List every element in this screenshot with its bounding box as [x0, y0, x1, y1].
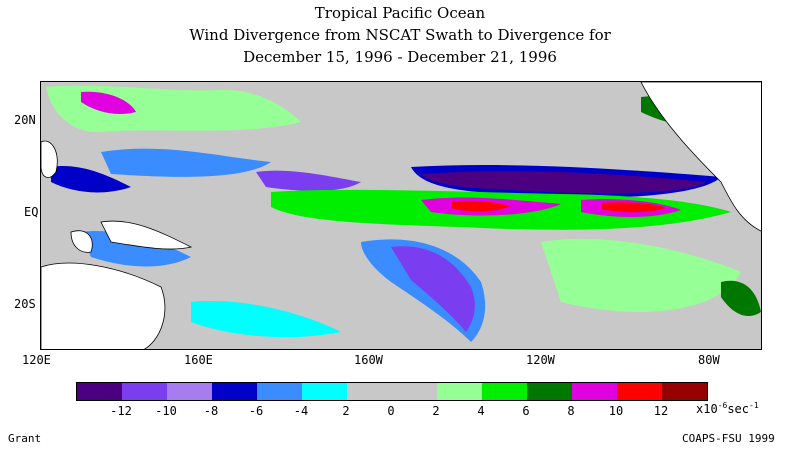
color-swatch [212, 383, 257, 400]
color-scale-tick-label: -10 [155, 404, 177, 418]
color-scale-tick-label: 0 [387, 404, 395, 418]
color-scale-tick-label: -6 [248, 404, 264, 418]
color-swatch [167, 383, 212, 400]
color-swatch [257, 383, 302, 400]
color-scale-tick-label: 2 [342, 404, 350, 418]
color-scale-unit: x10-6sec-1 [696, 401, 759, 416]
lon-label-80w: 80W [698, 353, 720, 367]
lon-label-160e: 160E [184, 353, 213, 367]
color-swatch [662, 383, 707, 400]
color-scale-tick-label: 12 [653, 404, 669, 418]
color-swatch [617, 383, 662, 400]
field-patches [46, 85, 761, 342]
lat-label-20s: 20S [14, 297, 36, 311]
title-line-1: Tropical Pacific Ocean [314, 4, 486, 22]
map-canvas [41, 82, 761, 349]
color-swatch [482, 383, 527, 400]
color-scale-tick-label: 6 [522, 404, 530, 418]
divergence-map [40, 81, 762, 350]
color-swatch [77, 383, 122, 400]
color-scale-tick-label: -4 [293, 404, 309, 418]
color-swatch [392, 383, 437, 400]
color-scale-tick-label: 10 [608, 404, 624, 418]
color-swatch [572, 383, 617, 400]
credit-author: Grant [8, 432, 42, 445]
color-swatch [347, 383, 392, 400]
lon-label-120e: 120E [22, 353, 51, 367]
color-scale-bar [76, 382, 708, 401]
title-line-3: December 15, 1996 - December 21, 1996 [243, 48, 557, 66]
color-scale-tick-label: 2 [432, 404, 440, 418]
title-line-2: Wind Divergence from NSCAT Swath to Dive… [189, 26, 611, 44]
lon-label-160w: 160W [354, 353, 383, 367]
color-scale-tick-label: 8 [567, 404, 575, 418]
credit-org: COAPS-FSU 1999 [682, 432, 775, 445]
color-swatch [527, 383, 572, 400]
lat-label-eq: EQ [24, 205, 39, 219]
color-swatch [122, 383, 167, 400]
color-scale-tick-label: -8 [203, 404, 219, 418]
color-swatch [302, 383, 347, 400]
land-outlines [41, 82, 761, 349]
color-scale-tick-label: -12 [110, 404, 132, 418]
lon-label-120w: 120W [526, 353, 555, 367]
color-swatch [437, 383, 482, 400]
lat-label-20n: 20N [14, 113, 36, 127]
color-scale-tick-label: 4 [477, 404, 485, 418]
